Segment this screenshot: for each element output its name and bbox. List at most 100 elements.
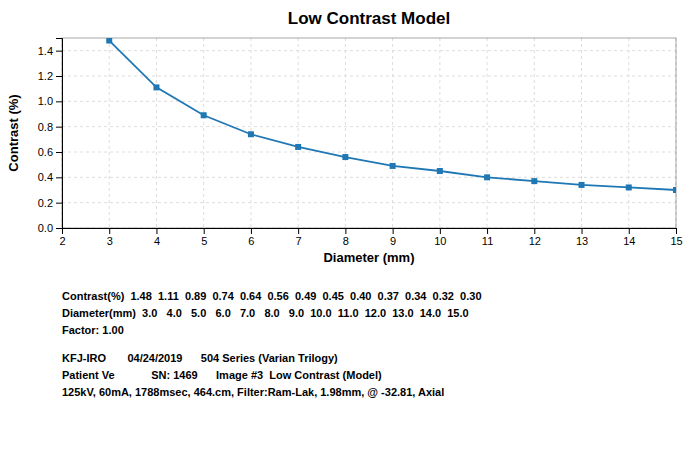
- grid-line: [156, 38, 157, 228]
- tick-label: 14: [623, 235, 635, 247]
- annotation: Diameter(mm) 3.0 4.0 5.0 6.0 7.0 8.0 9.0…: [62, 307, 469, 319]
- tick-label: 12: [529, 235, 541, 247]
- tick-label: 4: [154, 235, 160, 247]
- title: Low Contrast Model: [288, 9, 450, 28]
- tick-label: 13: [576, 235, 588, 247]
- grid-line: [534, 38, 535, 228]
- tick-mark: [156, 228, 157, 234]
- point: [342, 154, 348, 160]
- tick: 9: [390, 228, 396, 247]
- grid-line: [392, 38, 393, 228]
- tick: 0.8: [38, 121, 62, 133]
- grid-line: [62, 101, 676, 102]
- tick-label: 0.8: [38, 121, 53, 133]
- x-axis: 2 3 4 5 6 7 8 9 10 11 12 13 14 15: [59, 228, 682, 247]
- tick: 7: [296, 228, 302, 247]
- grid-line: [628, 38, 629, 228]
- tick-label: 1.0: [38, 95, 53, 107]
- tick: 14: [623, 228, 635, 247]
- tick-mark: [676, 228, 677, 234]
- point: [153, 84, 159, 90]
- point: [673, 187, 676, 193]
- point: [248, 131, 254, 137]
- point: [106, 38, 112, 44]
- tick: 1.4: [38, 45, 62, 57]
- tick: 0.6: [38, 146, 62, 158]
- y-axis-label: Contrast (%): [6, 94, 21, 171]
- tick-mark: [298, 228, 299, 234]
- annotation: Factor: 1.00: [62, 324, 124, 336]
- annotation: Patient Ve SN: 1469 Image #3 Low Contras…: [62, 369, 382, 381]
- grid-line: [298, 38, 299, 228]
- tick-label: 3: [107, 235, 113, 247]
- axis-line: [56, 39, 63, 229]
- tick: 1.0: [38, 95, 62, 107]
- tick: 0.0: [38, 222, 62, 234]
- tick-mark: [487, 228, 488, 234]
- tick: 8: [343, 228, 349, 247]
- point: [626, 184, 632, 190]
- grid: [62, 38, 676, 228]
- tick: 0.2: [38, 197, 62, 209]
- plot-frame: [62, 38, 676, 228]
- tick-mark: [345, 228, 346, 234]
- grid-line: [62, 152, 676, 153]
- tick-mark: [109, 228, 110, 234]
- grid-line: [581, 38, 582, 228]
- grid-line: [62, 202, 676, 203]
- tick: 3: [107, 228, 113, 247]
- tick-mark: [393, 228, 394, 234]
- tick-mark: [251, 228, 252, 234]
- tick-label: 0.4: [38, 171, 53, 183]
- grid-line: [487, 38, 488, 228]
- tick-mark: [56, 76, 62, 77]
- grid-line: [439, 38, 440, 228]
- tick-mark: [56, 127, 62, 128]
- tick-mark: [534, 228, 535, 234]
- tick-mark: [56, 51, 62, 52]
- tick-label: 2: [59, 235, 65, 247]
- annotation: 125kV, 60mA, 1788msec, 464.cm, Filter:Ra…: [62, 386, 444, 398]
- tick-label: 8: [343, 235, 349, 247]
- axis-line: [63, 229, 677, 235]
- tick-mark: [56, 101, 62, 102]
- point: [579, 182, 585, 188]
- tick: 10: [434, 228, 446, 247]
- grid-line: [203, 38, 204, 228]
- point: [531, 178, 537, 184]
- tick: 6: [248, 228, 254, 247]
- tick-mark: [629, 228, 630, 234]
- tick: 1.2: [38, 70, 62, 82]
- point: [201, 112, 207, 118]
- tick-mark: [56, 203, 62, 204]
- line: [109, 41, 676, 190]
- tick-label: 5: [201, 235, 207, 247]
- tick-label: 1.4: [38, 45, 53, 57]
- tick-label: 7: [296, 235, 302, 247]
- tick-mark: [56, 152, 62, 153]
- annotations: Contrast(%) 1.48 1.11 0.89 0.74 0.64 0.5…: [62, 290, 482, 398]
- tick: 11: [482, 228, 493, 247]
- annotation: KFJ-IRO 04/24/2019 504 Series (Varian Tr…: [62, 352, 338, 364]
- series: [106, 38, 676, 193]
- grid-line: [345, 38, 346, 228]
- grid-line: [62, 177, 676, 178]
- tick-mark: [56, 228, 62, 229]
- grid-line: [62, 50, 676, 51]
- y-axis: 0.0 0.2 0.4 0.6 0.8 1.0 1.2 1.4: [38, 39, 63, 235]
- tick-label: 6: [248, 235, 254, 247]
- tick-label: 10: [434, 235, 446, 247]
- plot-area: 2 3 4 5 6 7 8 9 10 11 12 13 14 15 0.0 0.2 0.4 0.6 0.8 1.0 1.…: [6, 38, 683, 265]
- tick: 13: [576, 228, 588, 247]
- tick: 15: [670, 228, 682, 247]
- tick: 12: [529, 228, 541, 247]
- tick: 5: [201, 228, 207, 247]
- point: [295, 144, 301, 150]
- tick: 2: [59, 228, 65, 247]
- tick-label: 0.6: [38, 146, 53, 158]
- tick: 4: [154, 228, 160, 247]
- tick: 0.4: [38, 171, 62, 183]
- point: [437, 168, 443, 174]
- tick-label: 15: [670, 235, 682, 247]
- tick-mark: [204, 228, 205, 234]
